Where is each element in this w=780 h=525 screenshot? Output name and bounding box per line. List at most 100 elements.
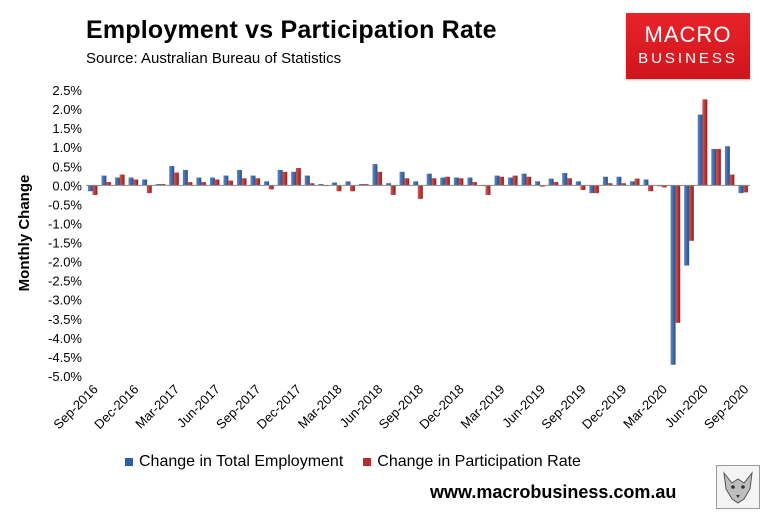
- bar-participation: [499, 176, 505, 186]
- bar-employment: [616, 176, 622, 186]
- bar-participation: [404, 178, 410, 186]
- bar-participation: [444, 176, 450, 186]
- bar-employment: [291, 171, 297, 186]
- x-tick-label: Mar-2019: [457, 382, 507, 432]
- bar-employment: [277, 169, 283, 186]
- y-tick-label: 2.5%: [52, 83, 82, 98]
- legend-label-employment: Change in Total Employment: [139, 453, 344, 470]
- bar-employment: [684, 185, 690, 266]
- y-tick-label: 1.0%: [52, 140, 82, 155]
- bar-employment: [426, 173, 432, 186]
- bar-employment: [711, 148, 717, 186]
- logo-line-2: BUSINESS: [638, 50, 738, 67]
- bar-employment: [643, 179, 649, 186]
- bar-employment: [128, 177, 134, 186]
- legend-swatch-participation: [363, 458, 372, 466]
- bar-employment: [602, 176, 608, 186]
- x-tick-label: Mar-2020: [620, 382, 670, 432]
- bar-participation: [458, 178, 464, 186]
- bar-employment: [209, 177, 215, 186]
- bar-participation: [268, 185, 274, 190]
- website-url: www.macrobusiness.com.au: [430, 482, 677, 502]
- bar-participation: [702, 99, 708, 186]
- bar-participation: [214, 179, 220, 186]
- bar-employment: [562, 172, 568, 186]
- y-tick-label: -5.0%: [48, 369, 82, 384]
- bar-employment: [413, 181, 419, 186]
- y-tick-label: -3.5%: [48, 312, 82, 327]
- bar-participation: [390, 185, 396, 196]
- bar-participation: [133, 179, 139, 186]
- bar-employment: [738, 185, 744, 194]
- x-tick-label: Dec-2019: [579, 382, 629, 432]
- bar-employment: [372, 164, 378, 186]
- bar-employment: [345, 181, 351, 186]
- bar-participation: [350, 185, 355, 192]
- bar-participation: [92, 185, 98, 196]
- logo-line-1: MACRO: [644, 22, 732, 47]
- bar-employment: [535, 181, 541, 186]
- y-tick-label: -2.0%: [48, 255, 82, 270]
- bar-employment: [521, 173, 527, 186]
- legend-item-employment: Change in Total Employment: [125, 453, 343, 471]
- x-tick-label: Dec-2016: [91, 382, 141, 432]
- bar-employment: [182, 169, 188, 186]
- y-tick-label: -0.5%: [48, 197, 82, 212]
- bar-participation: [566, 178, 572, 186]
- bar-employment: [575, 181, 581, 186]
- bar-employment: [467, 177, 473, 186]
- bar-participation: [580, 185, 586, 191]
- bar-employment: [697, 114, 703, 186]
- bar-participation: [512, 175, 518, 186]
- bar-participation: [715, 148, 721, 186]
- bar-participation: [648, 185, 654, 192]
- y-tick-label: -1.0%: [48, 216, 82, 231]
- bar-participation: [688, 185, 694, 241]
- y-tick-label: -3.0%: [48, 293, 82, 308]
- bar-participation: [241, 178, 247, 186]
- x-tick-label: Mar-2017: [132, 382, 182, 432]
- bar-participation: [634, 178, 640, 186]
- y-tick-label: -4.0%: [48, 331, 82, 346]
- bar-employment: [670, 185, 676, 365]
- bar-employment: [101, 175, 107, 186]
- y-tick-label: 1.5%: [52, 121, 82, 136]
- bar-participation: [729, 174, 735, 186]
- bar-participation: [119, 174, 125, 186]
- bar-participation: [282, 171, 288, 186]
- bar-employment: [399, 171, 405, 186]
- chart-legend: Change in Total Employment Change in Par…: [125, 453, 581, 471]
- y-tick-label: 2.0%: [52, 102, 82, 117]
- bar-employment: [453, 177, 459, 186]
- bar-employment: [304, 175, 310, 186]
- bar-employment: [115, 177, 121, 186]
- x-tick-label: Sep-2020: [701, 382, 751, 432]
- bar-participation: [526, 176, 532, 186]
- macrobusiness-logo: MACRO BUSINESS: [626, 13, 750, 79]
- bar-employment: [630, 181, 635, 186]
- chart-title: Employment vs Participation Rate: [86, 16, 497, 44]
- legend-swatch-employment: [125, 458, 133, 466]
- bar-employment: [508, 177, 514, 186]
- bar-employment: [264, 181, 270, 186]
- bar-employment: [142, 179, 148, 186]
- x-tick-label: Dec-2017: [254, 382, 304, 432]
- bar-participation: [255, 178, 261, 186]
- bar-employment: [724, 146, 730, 186]
- bar-participation: [675, 185, 681, 323]
- bar-participation: [228, 180, 234, 186]
- bar-participation: [377, 171, 383, 186]
- bar-participation: [295, 168, 301, 186]
- legend-item-participation: Change in Participation Rate: [363, 453, 581, 471]
- bar-participation: [336, 185, 342, 192]
- bar-employment: [440, 177, 446, 186]
- bar-employment: [88, 185, 93, 192]
- wolf-icon: [716, 465, 760, 509]
- bar-participation: [146, 185, 152, 194]
- bar-employment: [250, 175, 256, 186]
- bar-participation: [594, 185, 599, 194]
- x-tick-label: Dec-2018: [416, 382, 466, 432]
- legend-label-participation: Change in Participation Rate: [377, 453, 581, 470]
- y-axis-title: Monthly Change: [16, 175, 33, 292]
